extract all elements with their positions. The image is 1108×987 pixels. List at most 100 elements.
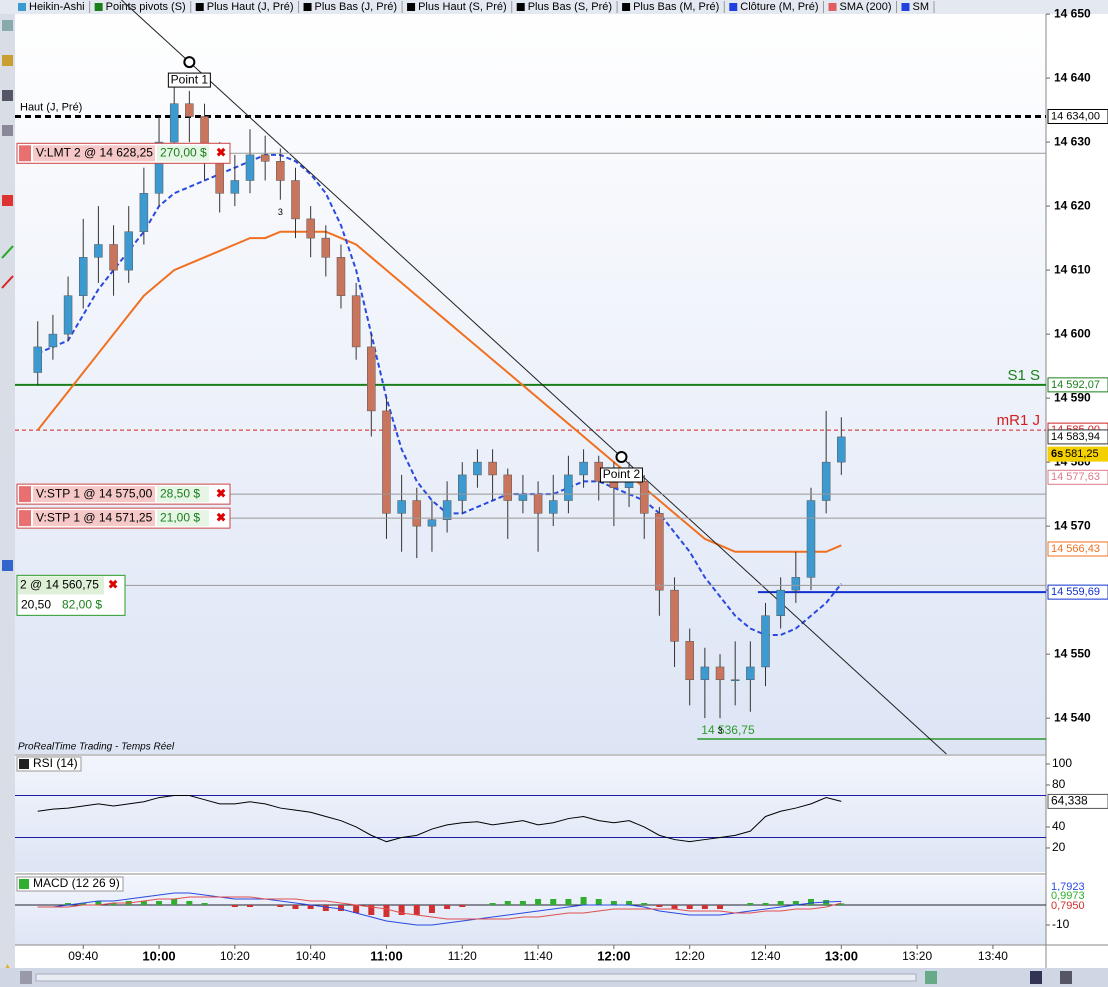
legend-item[interactable]: Plus Bas (J, Pré) — [315, 1, 398, 13]
legend-item[interactable]: Plus Bas (S, Pré) — [528, 1, 612, 13]
candle-body — [746, 666, 755, 681]
price-label: 14 566,43 — [1051, 543, 1100, 555]
candle-body — [533, 493, 543, 514]
x-tick-label: 13:40 — [978, 949, 1008, 963]
legend-swatch — [729, 3, 738, 11]
price-label-box — [1047, 108, 1108, 124]
tool-icon[interactable] — [2, 90, 13, 101]
x-tick-label: 11:20 — [448, 949, 477, 963]
y-tick-label: 14 640 — [1054, 70, 1091, 84]
value-label-box — [1048, 901, 1108, 911]
order-cancel[interactable]: ✖ — [216, 145, 226, 159]
legend-swatch — [18, 3, 26, 11]
point-label-box — [599, 467, 643, 483]
legend-item[interactable]: SM — [912, 1, 929, 13]
order-handle — [19, 486, 31, 503]
candle-body — [260, 154, 270, 162]
legend-swatch — [828, 3, 837, 11]
histogram-bar — [489, 903, 496, 905]
candle-body — [33, 346, 42, 373]
position-label-bg — [18, 576, 104, 595]
zoom-button[interactable] — [925, 971, 937, 984]
x-tick-label: 12:00 — [597, 948, 630, 963]
histogram-bar — [156, 901, 163, 905]
candle-body — [685, 641, 694, 681]
zoom-button[interactable] — [1060, 971, 1072, 984]
footer-text: ProRealTime Trading - Temps Réel — [18, 742, 175, 753]
legend-item[interactable]: Plus Haut (S, Pré) — [418, 1, 507, 13]
signal-count: 3 — [278, 207, 283, 217]
signal-count: 3 — [718, 725, 723, 735]
y-tick-label: 20 — [1052, 840, 1066, 854]
legend-item[interactable]: Clôture (M, Pré) — [740, 1, 818, 13]
candle-body — [154, 141, 164, 194]
histogram-bar — [641, 903, 648, 905]
candle-body — [336, 257, 346, 296]
value-label: 1,7923 — [1051, 881, 1085, 893]
histogram-bar — [307, 905, 314, 909]
point-marker[interactable] — [615, 451, 628, 464]
legend-swatch — [407, 3, 416, 11]
y-tick-label: 14 540 — [1054, 710, 1091, 724]
legend-item[interactable]: Plus Haut (J, Pré) — [207, 1, 294, 13]
histogram-bar — [626, 901, 633, 905]
moving-average — [36, 230, 842, 553]
histogram-bar — [519, 901, 526, 905]
scrollbar[interactable] — [35, 973, 917, 982]
legend-swatch — [303, 3, 312, 11]
candle-body — [276, 161, 285, 181]
panel-checkbox[interactable] — [19, 879, 29, 889]
point-marker[interactable] — [183, 56, 196, 69]
zoom-button[interactable] — [1030, 971, 1042, 984]
histogram-bar — [701, 905, 708, 909]
tool-icon[interactable] — [1, 275, 14, 289]
panel-checkbox[interactable] — [19, 759, 29, 769]
histogram-bar — [277, 905, 284, 907]
candle-body — [397, 500, 406, 514]
order-pnl: 28,50 $ — [160, 486, 200, 500]
tool-icon[interactable] — [1, 245, 14, 259]
tool-icon[interactable] — [2, 195, 13, 206]
scroll-button[interactable] — [20, 971, 32, 984]
histogram-bar — [550, 899, 557, 905]
order-cancel[interactable]: ✖ — [216, 510, 226, 524]
candle-body — [548, 500, 558, 514]
legend-item[interactable]: SMA (200) — [840, 1, 892, 13]
tool-icon[interactable] — [2, 560, 13, 571]
price-label-box — [1047, 584, 1108, 600]
legend-item[interactable]: Plus Bas (M, Pré) — [633, 1, 719, 13]
tool-icon[interactable] — [2, 20, 13, 31]
point-label: Point 2 — [603, 467, 641, 481]
candle-body — [579, 461, 588, 476]
candle-body — [230, 180, 240, 194]
y-tick-label: 14 600 — [1054, 326, 1091, 340]
histogram-bar — [747, 903, 754, 905]
histogram-bar — [428, 905, 435, 913]
candle-body — [715, 666, 725, 681]
histogram-bar — [838, 903, 845, 905]
x-tick-label: 12:20 — [675, 949, 705, 963]
order-cancel[interactable]: ✖ — [216, 486, 226, 500]
position-pnl: 82,00 $ — [62, 598, 102, 612]
histogram-bar — [337, 905, 344, 911]
price-label-box — [1047, 377, 1108, 393]
legend-item[interactable]: Points pivots (S) — [106, 1, 186, 13]
x-tick-label: 11:00 — [370, 948, 403, 963]
order-pnl: 270,00 $ — [160, 145, 207, 159]
tool-icon[interactable] — [2, 125, 13, 136]
legend-item[interactable]: Heikin-Ashi — [29, 1, 85, 13]
point-label: Point 1 — [171, 72, 209, 86]
y-tick-label: 80 — [1052, 777, 1066, 791]
legend-swatch — [195, 3, 204, 11]
histogram-bar — [292, 905, 299, 909]
histogram-bar — [110, 903, 117, 905]
candle-body — [655, 513, 664, 591]
position-cancel[interactable]: ✖ — [108, 578, 118, 592]
legend-swatch — [94, 3, 103, 11]
histogram-bar — [535, 899, 542, 905]
tool-icon[interactable] — [2, 55, 13, 66]
price-label: 14 559,69 — [1051, 586, 1100, 598]
histogram-bar — [80, 903, 87, 905]
level-name: S1 S — [1007, 367, 1040, 384]
histogram-bar — [383, 905, 390, 917]
